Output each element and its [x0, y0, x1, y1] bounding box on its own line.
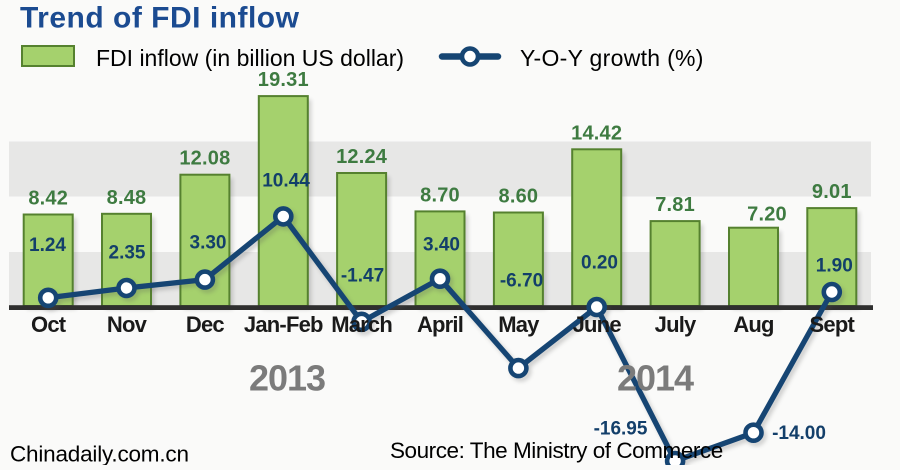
- svg-text:3.30: 3.30: [190, 233, 227, 254]
- svg-text:Chinadaily.com.cn: Chinadaily.com.cn: [10, 442, 189, 466]
- svg-text:19.31: 19.31: [258, 69, 309, 91]
- svg-text:1.90: 1.90: [816, 256, 853, 277]
- svg-text:0.20: 0.20: [581, 253, 618, 274]
- svg-text:FDI inflow (in billion US doll: FDI inflow (in billion US dollar): [96, 45, 404, 71]
- svg-text:Oct: Oct: [31, 312, 67, 337]
- svg-text:-1.47: -1.47: [341, 266, 384, 287]
- svg-text:12.24: 12.24: [336, 146, 388, 168]
- svg-text:7.20: 7.20: [747, 203, 787, 225]
- svg-text:10.44: 10.44: [262, 171, 310, 192]
- svg-text:-6.70: -6.70: [500, 271, 543, 292]
- svg-text:Dec: Dec: [186, 312, 225, 337]
- svg-text:Nov: Nov: [107, 312, 148, 337]
- svg-text:-16.95: -16.95: [594, 419, 648, 440]
- svg-text:8.48: 8.48: [107, 187, 147, 209]
- svg-text:2013: 2013: [249, 358, 325, 399]
- svg-text:8.42: 8.42: [28, 188, 68, 210]
- svg-text:June: June: [573, 312, 622, 337]
- svg-text:8.60: 8.60: [499, 186, 539, 208]
- svg-text:9.01: 9.01: [812, 181, 852, 203]
- svg-text:Source: The Ministry of Commer: Source: The Ministry of Commerce: [390, 438, 723, 463]
- svg-text:14.42: 14.42: [571, 122, 622, 144]
- svg-text:May: May: [498, 312, 540, 337]
- svg-text:March: March: [331, 312, 392, 337]
- svg-text:Aug: Aug: [733, 312, 773, 337]
- svg-text:Trend of FDI inflow: Trend of FDI inflow: [20, 2, 300, 35]
- svg-text:2.35: 2.35: [109, 243, 146, 264]
- svg-text:Sept: Sept: [810, 312, 856, 337]
- svg-text:2014: 2014: [617, 358, 694, 399]
- svg-text:1.24: 1.24: [29, 235, 66, 256]
- svg-text:Y-O-Y growth (%): Y-O-Y growth (%): [520, 45, 704, 71]
- svg-text:-14.00: -14.00: [772, 423, 826, 444]
- svg-text:8.70: 8.70: [420, 184, 460, 206]
- svg-text:Jan-Feb: Jan-Feb: [244, 312, 323, 337]
- svg-text:7.81: 7.81: [655, 194, 695, 216]
- svg-text:3.40: 3.40: [423, 235, 460, 256]
- svg-text:April: April: [417, 312, 463, 337]
- svg-text:12.08: 12.08: [179, 148, 230, 170]
- svg-text:July: July: [655, 312, 697, 337]
